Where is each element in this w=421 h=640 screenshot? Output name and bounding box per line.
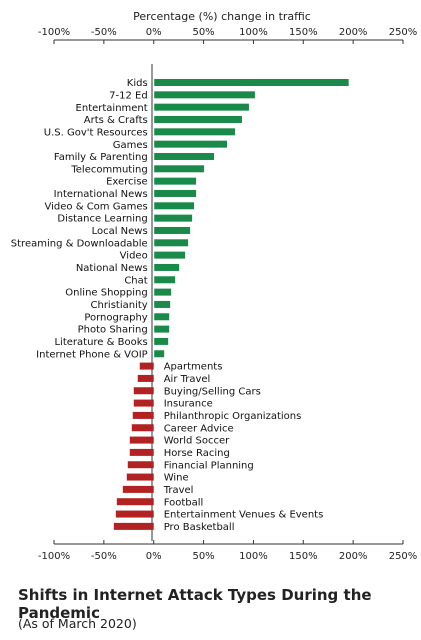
category-label: International News [54,189,148,200]
bar [137,374,154,382]
category-label: Video & Com Games [45,201,148,212]
bar [154,165,205,173]
category-label: Insurance [164,399,213,410]
x-tick-label-bottom: 0% [146,551,162,562]
category-label: Christianity [91,300,148,311]
category-label: Online Shopping [65,288,147,299]
bar [122,485,154,493]
bar [129,436,154,444]
bar [126,473,154,481]
category-label: Philanthropic Organizations [164,411,302,422]
category-label: Travel [163,485,194,496]
bar [154,202,195,210]
bar [154,276,176,284]
x-tick-label-bottom: 100% [239,551,268,562]
bar [116,498,154,506]
category-label: National News [76,263,148,274]
chart-caption-title: Shifts in Internet Attack Types During t… [18,586,372,622]
x-tick-label-bottom: 50% [192,551,214,562]
x-tick-label-top: -100% [38,27,70,38]
category-label: 7-12 Ed [109,90,148,101]
bar [154,350,165,358]
category-label: Exercise [106,177,148,188]
x-tick-label-bottom: 150% [289,551,318,562]
bar [154,103,249,111]
category-label: Local News [92,226,148,237]
x-tick-label-bottom: 250% [389,551,418,562]
x-tick-label-bottom: -50% [91,551,117,562]
bar [154,115,242,123]
bar [154,128,235,136]
category-label: Telecommuting [70,164,147,175]
bar [139,362,154,370]
bar [113,522,154,530]
bar [154,177,197,185]
category-label: Chat [124,275,147,286]
category-label: Streaming & Downloadable [11,238,148,249]
bar [129,448,154,456]
category-label: Arts & Crafts [84,115,148,126]
category-label: Family & Parenting [54,152,148,163]
x-tick-label-top: 150% [289,27,318,38]
bar [154,300,171,308]
x-tick-label-top: 250% [389,27,418,38]
category-label: Pornography [84,312,147,323]
x-tick-label-bottom: -100% [38,551,70,562]
chart-caption-subtitle: (As of March 2020) [18,616,137,631]
x-axis-bottom: -100% -50% 0% 50% 100% 150% 200% 250% [38,540,417,562]
bars-group [113,79,349,530]
category-label: Horse Racing [164,448,230,459]
x-axis-label: Percentage (%) change in traffic [133,10,311,23]
bar [154,251,186,259]
x-tick-label-top: -50% [91,27,117,38]
bar [154,140,228,148]
bar [154,189,197,197]
category-label: Apartments [164,362,223,373]
bar [133,387,154,395]
bar [154,337,169,345]
bar [132,411,154,419]
category-label: Buying/Selling Cars [164,386,261,397]
x-tick-label-bottom: 200% [339,551,368,562]
category-label: Entertainment Venues & Events [164,510,324,521]
bar [154,214,193,222]
category-label: Photo Sharing [78,325,148,336]
x-axis-top: -100% -50% 0% 50% 100% 150% 200% 250% [38,27,417,44]
category-label: Air Travel [164,374,211,385]
bar [154,79,349,86]
x-tick-label-top: 50% [192,27,214,38]
bar [154,313,170,321]
category-label: Kids [127,78,148,89]
category-label: Wine [164,473,189,484]
category-label: U.S. Gov't Resources [44,127,148,138]
bar [154,288,172,296]
bar [154,91,255,99]
bar [154,263,180,271]
category-label: World Soccer [164,436,230,447]
category-label: Career Advice [164,423,234,434]
x-tick-label-top: 200% [339,27,368,38]
bar [131,424,154,432]
category-label: Games [113,140,148,151]
bar [154,152,215,160]
bar [133,399,154,407]
category-label: Distance Learning [57,214,147,225]
category-label: Football [164,497,204,508]
bar [154,239,189,247]
x-tick-label-top: 100% [239,27,268,38]
bar [115,510,154,518]
bar [127,461,154,469]
category-label: Literature & Books [54,337,147,348]
category-label: Internet Phone & VOIP [36,349,148,360]
category-label: Pro Basketball [164,522,235,533]
category-label: Video [120,251,148,262]
category-label: Entertainment [76,103,148,114]
x-tick-label-top: 0% [146,27,162,38]
bar [154,325,170,333]
category-label: Financial Planning [164,460,254,471]
bar [154,226,191,234]
